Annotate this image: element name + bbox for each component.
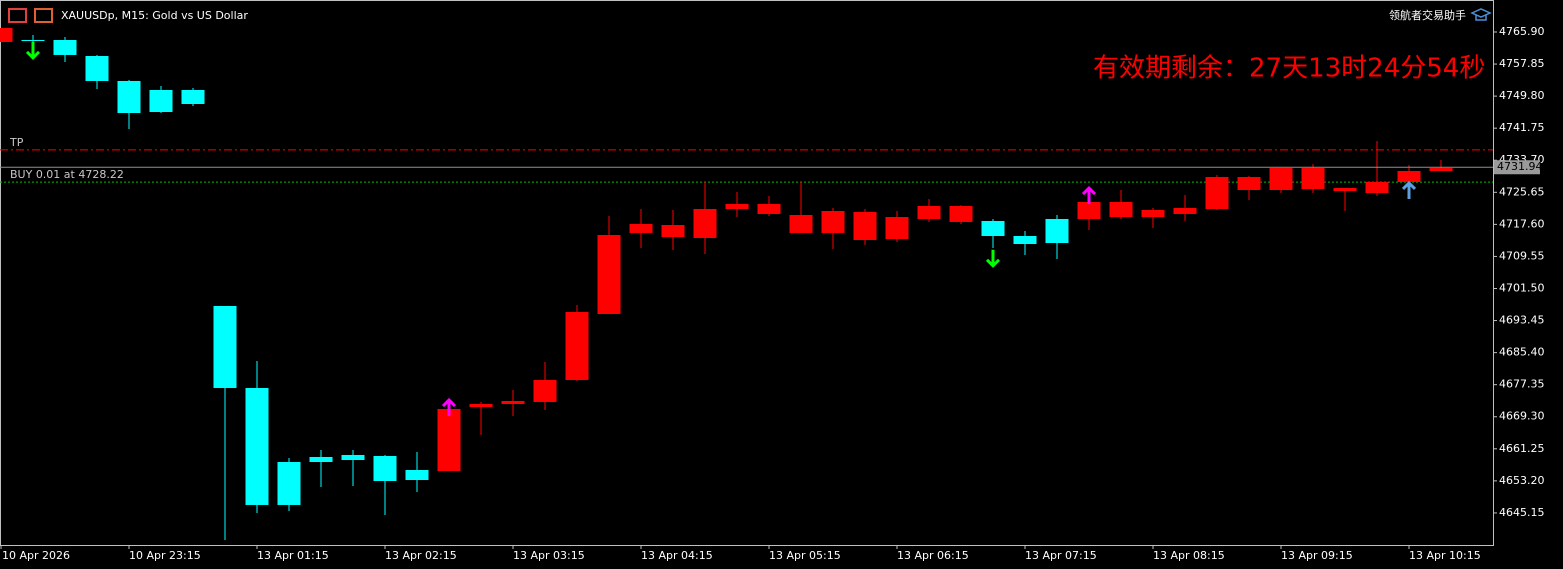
candle-body	[533, 379, 557, 402]
x-tick-label: 13 Apr 09:15	[1281, 549, 1353, 562]
notice: 有效期剩余：27天13时24分54秒	[1093, 54, 1485, 84]
level-label: TP	[9, 136, 24, 149]
signal-arrow	[985, 249, 1001, 268]
x-tick-label: 13 Apr 06:15	[897, 549, 969, 562]
y-tick-label: 4765.90	[1499, 25, 1545, 38]
candle-body	[1141, 209, 1165, 217]
candle-body	[1077, 201, 1101, 219]
candle-body	[1013, 235, 1037, 245]
candle-body	[0, 28, 13, 42]
x-tick-label: 13 Apr 10:15	[1409, 549, 1481, 562]
y-tick-label: 4677.35	[1499, 378, 1545, 391]
candle-body	[917, 206, 941, 219]
candle-body	[1397, 170, 1421, 182]
price-box	[1494, 160, 1540, 175]
x-tick-label: 13 Apr 01:15	[257, 549, 329, 562]
level-label: BUY 0.01 at 4728.22	[10, 168, 124, 181]
candle-body	[853, 211, 877, 240]
candle-body	[245, 387, 269, 505]
y-tick-label: 4741.75	[1499, 121, 1545, 134]
y-tick-label: 4709.55	[1499, 249, 1545, 262]
candle-body	[725, 203, 749, 209]
x-tick-label: 13 Apr 07:15	[1025, 549, 1097, 562]
candle-body	[213, 305, 237, 388]
candle-body	[1205, 176, 1229, 209]
y-tick-label: 4757.85	[1499, 57, 1545, 70]
candle-body	[629, 223, 653, 233]
candle-body	[1301, 167, 1325, 189]
candle-body	[885, 216, 909, 239]
candle-body	[1269, 167, 1293, 190]
icon	[8, 8, 27, 23]
x-tick-label: 13 Apr 03:15	[513, 549, 585, 562]
signal-arrow	[25, 41, 41, 60]
candle-body	[341, 454, 365, 461]
y-tick-label: 4669.30	[1499, 410, 1545, 423]
y-tick-label: 4685.40	[1499, 346, 1545, 359]
x-tick-label: 13 Apr 08:15	[1153, 549, 1225, 562]
candle-body	[405, 469, 429, 480]
candle-body	[597, 234, 621, 314]
candle-body	[85, 56, 109, 81]
candle-body	[789, 215, 813, 233]
brand: 领航者交易助手	[1389, 8, 1466, 22]
y-tick-label: 4725.65	[1499, 185, 1545, 198]
candle-body	[949, 206, 973, 222]
plot-frame	[0, 0, 1494, 546]
candle-body	[1365, 181, 1389, 193]
candle-body	[181, 89, 205, 104]
candle-body	[53, 39, 77, 55]
candle-body	[501, 400, 525, 405]
signal-arrow	[1401, 180, 1417, 199]
candle-body	[1173, 207, 1197, 214]
candle-body	[149, 89, 173, 113]
candle-body	[117, 80, 141, 113]
y-tick-label: 4645.15	[1499, 506, 1545, 519]
candle-body	[1429, 167, 1453, 171]
x-tick-label: 10 Apr 23:15	[129, 549, 201, 562]
y-tick-label: 4693.45	[1499, 314, 1545, 327]
candle-body	[1045, 218, 1069, 244]
y-tick-label: 4717.60	[1499, 217, 1545, 230]
y-tick-label: 4653.20	[1499, 474, 1545, 487]
candle-body	[693, 208, 717, 238]
candle-body	[1333, 187, 1357, 191]
plot-area: 有效期剩余：27天13时24分54秒 TP BUY 0.01 at 4728.22	[0, 28, 1493, 540]
candle-body	[565, 311, 589, 380]
y-tick-label: 4701.50	[1499, 281, 1545, 294]
signal-arrow	[1081, 185, 1097, 205]
candle-body	[373, 455, 397, 481]
signal-arrow	[441, 397, 457, 417]
candle-body	[277, 461, 301, 505]
price-label: 4731.94	[1497, 160, 1543, 173]
candle-body	[437, 408, 461, 471]
candle-body	[309, 456, 333, 462]
brand-icon	[1470, 8, 1492, 21]
chart-title: XAUUSDp, M15: Gold vs US Dollar	[61, 9, 248, 22]
y-tick-label: 4661.25	[1499, 442, 1545, 455]
candle-body	[757, 203, 781, 214]
candle-body	[469, 404, 493, 407]
candle-body	[21, 39, 45, 41]
icon	[34, 8, 53, 23]
candle-body	[1109, 201, 1133, 217]
candle-body	[1237, 176, 1261, 190]
x-tick-label: 10 Apr 2026	[2, 549, 70, 562]
title-icons	[8, 8, 53, 23]
x-tick-label: 13 Apr 05:15	[769, 549, 841, 562]
x-tick-label: 13 Apr 02:15	[385, 549, 457, 562]
candle-body	[661, 225, 685, 237]
x-tick-label: 13 Apr 04:15	[641, 549, 713, 562]
candle-body	[821, 210, 845, 233]
candle-body	[981, 220, 1005, 236]
y-tick-label: 4749.80	[1499, 89, 1545, 102]
